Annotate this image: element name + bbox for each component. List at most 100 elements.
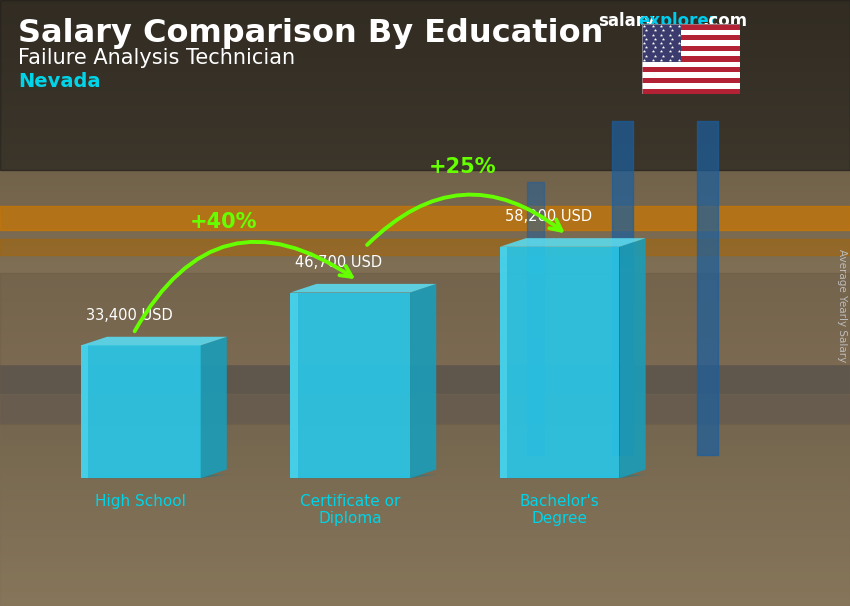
Bar [0,548,850,551]
Bar [0,584,850,588]
Bar [0,7,850,11]
Bar [0,0,850,4]
Bar [0,577,850,581]
Bar [0,258,850,262]
Bar [0,562,850,566]
Bar [0,18,850,22]
Bar [0,276,850,280]
Bar [0,497,850,501]
Bar [642,67,740,73]
Bar [0,95,850,98]
Bar [0,225,850,229]
Bar [0,446,850,450]
Bar [0,522,850,526]
Bar [0,394,850,606]
Bar [0,573,850,577]
Text: 58,200 USD: 58,200 USD [505,209,592,224]
Bar [0,345,850,349]
Bar [0,295,850,298]
Bar [642,78,740,83]
Bar [0,251,850,255]
Bar [0,335,850,338]
Bar [500,247,507,478]
Bar [642,30,740,35]
Bar [0,44,850,47]
Bar [642,62,740,67]
Bar [0,105,850,109]
Bar [0,442,850,446]
Bar [0,439,850,442]
Bar [0,309,850,313]
Text: Average Yearly Salary: Average Yearly Salary [837,250,847,362]
Bar [0,570,850,573]
Bar [0,533,850,537]
Bar [0,109,850,113]
Polygon shape [500,474,646,478]
Bar [0,65,850,69]
Bar [0,51,850,55]
Bar [642,51,740,56]
Bar [0,424,850,428]
Bar [0,262,850,265]
Text: 46,700 USD: 46,700 USD [296,255,382,270]
Bar [0,541,850,544]
Text: salary: salary [598,12,654,30]
Polygon shape [81,474,227,478]
Text: +40%: +40% [190,212,257,232]
Bar [642,56,740,62]
Bar [0,80,850,84]
FancyBboxPatch shape [81,345,201,478]
Bar [0,84,850,87]
Bar [0,200,850,204]
Bar [0,91,850,95]
Bar [0,178,850,182]
Bar [0,342,850,345]
Bar [0,135,850,138]
Bar [0,4,850,7]
Bar [0,353,850,356]
Bar [0,145,850,149]
Bar [0,588,850,591]
Bar [642,24,740,30]
Bar [0,189,850,193]
Bar [642,73,740,78]
Bar [527,182,544,454]
Bar [0,519,850,522]
Bar [0,182,850,185]
Bar [0,468,850,471]
Polygon shape [410,284,436,478]
Text: High School: High School [95,494,186,508]
Bar [642,83,740,88]
Bar [0,33,850,36]
Polygon shape [291,284,436,293]
Text: Nevada: Nevada [18,72,100,91]
Bar [0,207,850,211]
Bar [0,229,850,233]
Polygon shape [201,337,227,478]
Text: 33,400 USD: 33,400 USD [86,308,173,323]
Bar [0,595,850,599]
Bar [0,471,850,475]
Bar [0,87,850,91]
Bar [0,327,850,331]
Text: .com: .com [702,12,747,30]
Bar [0,193,850,196]
Bar [0,284,850,287]
Bar [0,280,850,284]
Bar [0,316,850,320]
Bar [0,156,850,160]
Bar [0,149,850,153]
Text: explorer: explorer [638,12,717,30]
Bar [0,313,850,316]
Bar [0,273,850,424]
Bar [0,47,850,51]
Bar [0,255,850,258]
Bar [0,331,850,335]
Bar [0,305,850,309]
Bar [0,298,850,302]
Bar [0,29,850,33]
Bar [0,222,850,225]
Bar [0,113,850,116]
Bar [0,265,850,269]
Bar [642,41,740,45]
